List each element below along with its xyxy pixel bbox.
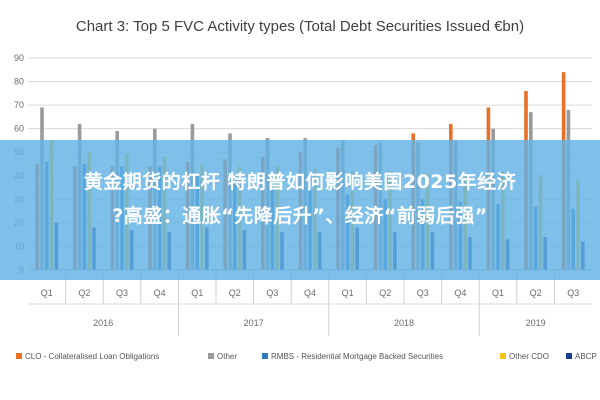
legend-swatch	[208, 353, 214, 359]
legend-swatch	[262, 353, 268, 359]
x-group-label: 2018	[394, 318, 414, 328]
overlay-headline[interactable]: 黄金期货的杠杆 特朗普如何影响美国2025年经济 ?高盛：通胀“先降后升”、经济…	[0, 165, 600, 233]
x-tick-label: Q4	[154, 288, 166, 298]
legend-label: Other CDO	[509, 352, 549, 361]
overlay-banner	[0, 140, 600, 280]
legend-label: RMBS - Residential Mortgage Backed Secur…	[271, 352, 443, 361]
x-tick-label: Q3	[417, 288, 429, 298]
x-tick-label: Q2	[78, 288, 90, 298]
y-tick-label: 80	[14, 77, 24, 87]
legend-label: Other	[217, 352, 237, 361]
x-tick-label: Q4	[304, 288, 316, 298]
x-tick-label: Q3	[567, 288, 579, 298]
y-tick-label: 70	[14, 100, 24, 110]
x-tick-label: Q1	[342, 288, 354, 298]
legend-swatch	[16, 353, 22, 359]
legend-swatch	[566, 353, 572, 359]
legend-label: ABCP	[575, 352, 597, 361]
x-tick-label: Q1	[41, 288, 53, 298]
chart-title: Chart 3: Top 5 FVC Activity types (Total…	[76, 18, 524, 35]
x-group-label: 2019	[526, 318, 546, 328]
legend: CLO - Collateralised Loan Obligations Oth…	[16, 352, 597, 361]
x-tick-label: Q2	[229, 288, 241, 298]
x-group-label: 2017	[244, 318, 264, 328]
x-tick-label: Q2	[530, 288, 542, 298]
x-group-label: 2016	[93, 318, 113, 328]
x-tick-label: Q1	[191, 288, 203, 298]
x-tick-label: Q2	[379, 288, 391, 298]
x-tick-label: Q3	[266, 288, 278, 298]
y-tick-label: 90	[14, 53, 24, 63]
x-tick-label: Q4	[454, 288, 466, 298]
legend-swatch	[500, 353, 506, 359]
y-tick-label: 60	[14, 124, 24, 134]
overlay-line-1[interactable]: 黄金期货的杠杆 特朗普如何影响美国2025年经济	[83, 171, 517, 193]
overlay-line-2[interactable]: ?高盛：通胀“先降后升”、经济“前弱后强”	[112, 205, 488, 227]
legend-label: CLO - Collateralised Loan Obligations	[25, 352, 159, 361]
x-tick-label: Q1	[492, 288, 504, 298]
x-tick-label: Q3	[116, 288, 128, 298]
